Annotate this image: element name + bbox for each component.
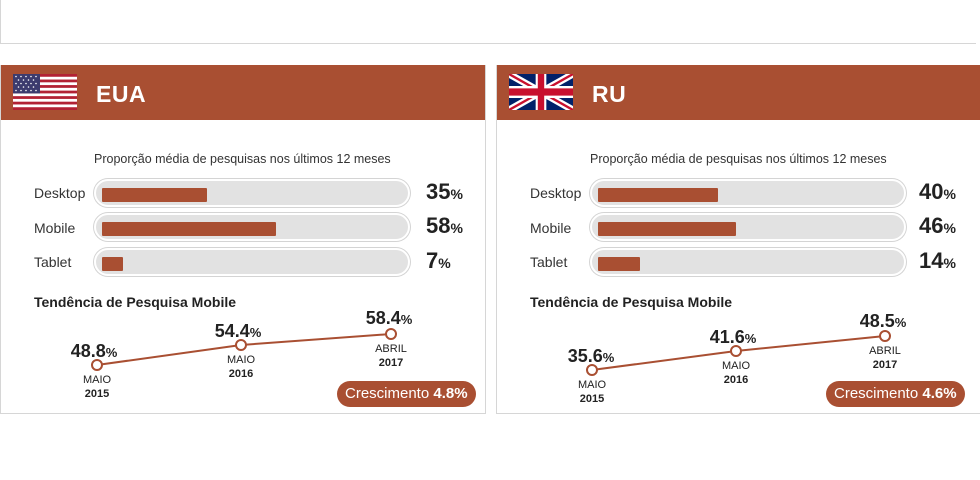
trend-line-segment — [591, 350, 737, 371]
trend-period-label: MAIO — [227, 354, 256, 366]
bar-value-tablet: 7% — [426, 248, 451, 273]
trend-line-segment — [240, 333, 392, 346]
bar-value-mobile: 46% — [919, 213, 956, 238]
bar-label-tablet: Tablet — [530, 254, 568, 270]
bar-label-desktop: Desktop — [530, 185, 582, 201]
bar-fill-tablet — [102, 257, 123, 271]
panel-uk: RU Proporção média de pesquisas nos últi… — [496, 65, 980, 414]
bar-fill-desktop — [598, 188, 718, 202]
trend-title: Tendência de Pesquisa Mobile — [530, 294, 733, 310]
trend-period-label: MAIO — [83, 374, 112, 386]
trend-point — [730, 345, 742, 357]
bar-fill-mobile — [598, 222, 736, 236]
trend-year-label: 2015 — [580, 393, 604, 405]
bar-track-mobile — [94, 213, 410, 241]
trend-point — [879, 330, 891, 342]
trend-period-label: ABRIL — [375, 343, 407, 355]
trend-line-segment — [96, 344, 242, 366]
trend-year-label: 2015 — [85, 388, 109, 400]
trend-line-chart: 35.6% MAIO 2015 41.6% MAIO 2016 48.5% AB… — [568, 311, 907, 405]
growth-badge: Crescimento 4.8% — [337, 381, 476, 407]
panel-usa: EUA Proporção média de pesquisas nos últ… — [0, 65, 486, 414]
trend-value-label: 54.4% — [215, 321, 262, 341]
bar-label-desktop: Desktop — [34, 185, 86, 201]
bar-track-tablet — [94, 248, 410, 276]
bar-chart-subtitle: Proporção média de pesquisas nos últimos… — [590, 152, 887, 166]
trend-year-label: 2017 — [379, 357, 403, 369]
uk-flag-icon — [509, 74, 573, 110]
trend-line-chart: 48.8% MAIO 2015 54.4% MAIO 2016 58.4% AB… — [71, 308, 413, 400]
bar-track-desktop — [590, 179, 906, 207]
trend-value-label: 58.4% — [366, 308, 413, 328]
trend-year-label: 2017 — [873, 359, 897, 371]
bar-track-mobile — [590, 213, 906, 241]
panel-header: RU — [497, 65, 980, 120]
trend-year-label: 2016 — [724, 374, 748, 386]
bar-chart-subtitle: Proporção média de pesquisas nos últimos… — [94, 152, 391, 166]
usa-flag-icon — [13, 74, 77, 110]
trend-point — [91, 359, 103, 371]
bar-value-tablet: 14% — [919, 248, 956, 273]
trend-point — [385, 328, 397, 340]
trend-value-label: 48.5% — [860, 311, 907, 331]
bar-label-mobile: Mobile — [34, 220, 76, 236]
top-divider — [0, 0, 976, 44]
trend-point — [586, 364, 598, 376]
trend-title: Tendência de Pesquisa Mobile — [34, 294, 237, 310]
bar-label-mobile: Mobile — [530, 220, 572, 236]
trend-period-label: MAIO — [722, 360, 751, 372]
trend-period-label: ABRIL — [869, 345, 901, 357]
trend-point — [235, 339, 247, 351]
trend-line-segment — [735, 335, 886, 352]
country-name: RU — [592, 81, 627, 107]
bar-value-desktop: 40% — [919, 179, 956, 204]
trend-year-label: 2016 — [229, 368, 253, 380]
bar-value-mobile: 58% — [426, 213, 463, 238]
country-name: EUA — [96, 81, 147, 107]
bar-fill-tablet — [598, 257, 640, 271]
panel-header: EUA — [1, 65, 485, 120]
trend-value-label: 41.6% — [710, 327, 757, 347]
bar-value-desktop: 35% — [426, 179, 463, 204]
bar-fill-desktop — [102, 188, 207, 202]
trend-period-label: MAIO — [578, 379, 607, 391]
bar-fill-mobile — [102, 222, 276, 236]
trend-value-label: 48.8% — [71, 341, 118, 361]
growth-badge: Crescimento 4.6% — [826, 381, 965, 407]
bar-track-tablet — [590, 248, 906, 276]
trend-value-label: 35.6% — [568, 346, 615, 366]
bar-label-tablet: Tablet — [34, 254, 72, 270]
bar-track-desktop — [94, 179, 410, 207]
